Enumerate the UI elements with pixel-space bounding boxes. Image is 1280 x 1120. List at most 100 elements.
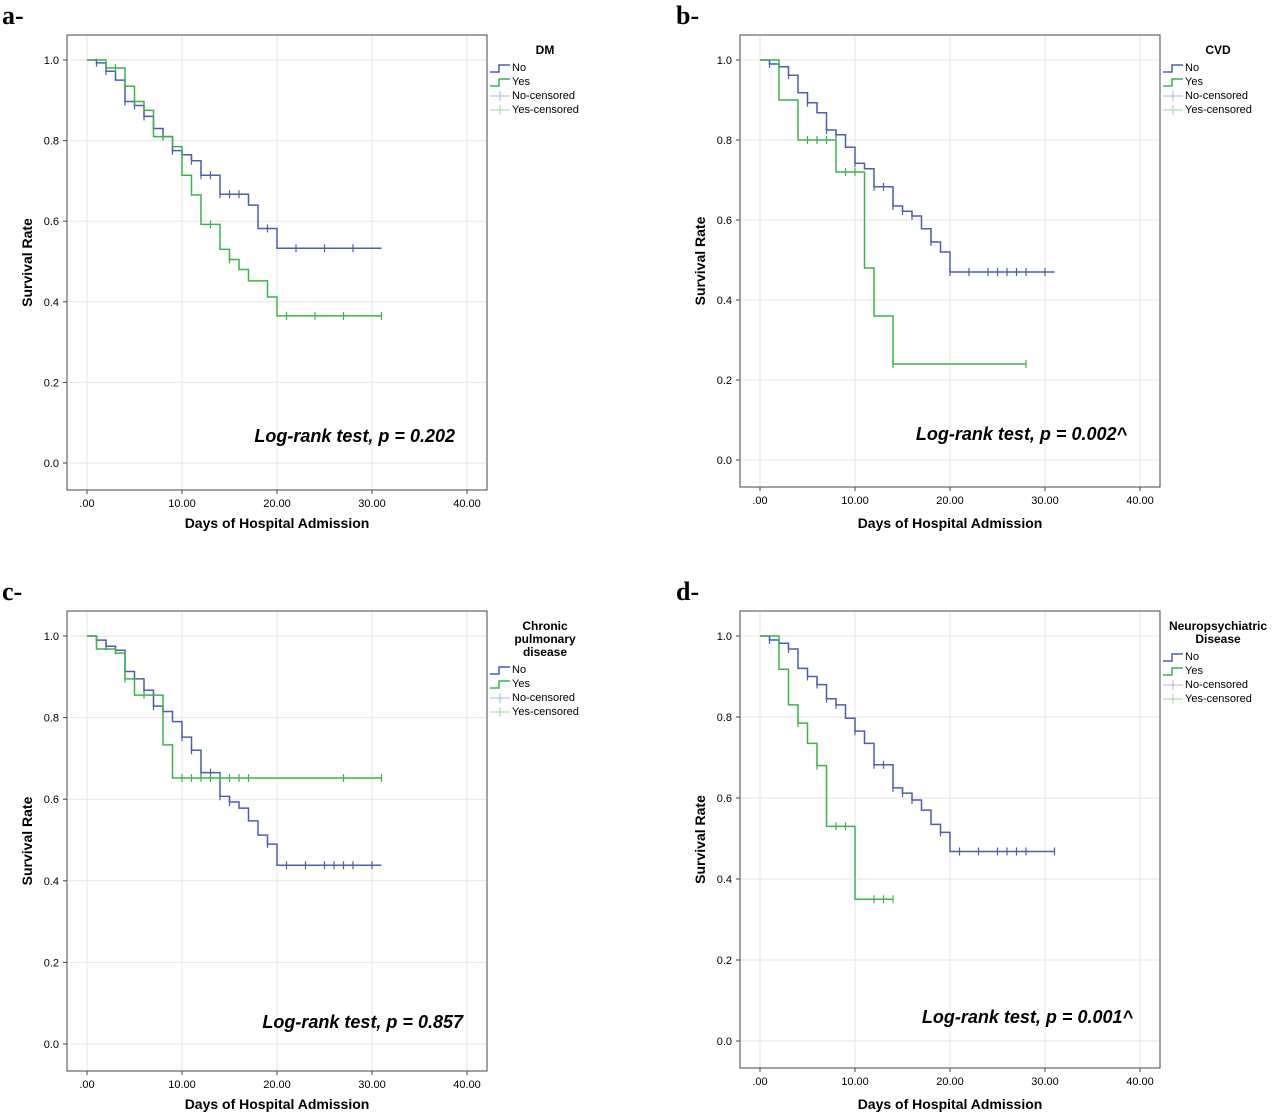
x-tick-label: .00 bbox=[752, 1076, 767, 1088]
legend-swatch-yes bbox=[490, 78, 510, 87]
survival-curve-yes bbox=[87, 59, 382, 317]
x-tick-label: .00 bbox=[79, 1079, 94, 1091]
panel-letter: a- bbox=[2, 1, 24, 30]
legend-entry: Yes bbox=[512, 76, 530, 88]
y-axis-title: Survival Rate bbox=[19, 218, 35, 307]
km-panel-3: c- .00 10.00 20.00 30.00 40.00 0.0 0.2 0.4 0.6 0.8… bbox=[2, 577, 579, 1112]
y-tick-label: 0.2 bbox=[44, 957, 59, 969]
y-tick-label: 0.6 bbox=[717, 215, 732, 227]
legend-title: Disease bbox=[1195, 632, 1241, 646]
x-tick-label: 10.00 bbox=[168, 1079, 196, 1091]
legend-title: disease bbox=[523, 645, 567, 659]
legend-entry: Yes-censored bbox=[512, 104, 579, 116]
legend-entry: No bbox=[1185, 651, 1199, 663]
survival-curve-no bbox=[760, 59, 1055, 273]
legend-swatch-yes bbox=[490, 680, 510, 689]
y-tick-label: 0.2 bbox=[44, 377, 59, 389]
y-tick-label: 0.4 bbox=[717, 295, 732, 307]
x-tick-label: 20.00 bbox=[936, 495, 964, 507]
y-tick-label: 0.4 bbox=[717, 874, 732, 886]
legend-entry: No bbox=[512, 664, 526, 676]
x-tick-label: 20.00 bbox=[263, 1079, 291, 1091]
legend: CVD No Yes No-censored Yes-censored bbox=[1163, 43, 1252, 116]
y-axis-title: Survival Rate bbox=[692, 216, 708, 305]
x-tick-label: 30.00 bbox=[358, 1079, 386, 1091]
x-tick-label: 20.00 bbox=[263, 498, 291, 510]
x-tick-label: .00 bbox=[752, 495, 767, 507]
legend-entry: No-censored bbox=[512, 90, 575, 102]
log-rank-annotation: Log-rank test, p = 0.202 bbox=[254, 426, 455, 446]
y-tick-label: 0.8 bbox=[717, 135, 732, 147]
y-tick-label: 0.2 bbox=[717, 375, 732, 387]
legend-title: pulmonary bbox=[514, 632, 576, 646]
x-tick-label: 40.00 bbox=[1126, 495, 1154, 507]
legend-swatch-yes-censored bbox=[490, 707, 510, 717]
y-tick-label: 0.8 bbox=[44, 136, 59, 148]
x-axis-title: Days of Hospital Admission bbox=[185, 1096, 370, 1112]
legend-swatch-yes-censored bbox=[1163, 694, 1183, 704]
y-tick-label: 0.8 bbox=[717, 712, 732, 724]
x-tick-label: .00 bbox=[79, 498, 94, 510]
y-tick-label: 0.0 bbox=[717, 1036, 732, 1048]
km-panel-1: a- .00 10.00 20.00 30.00 40.00 0.0 0.2 0.4 0.6 0.8… bbox=[2, 1, 579, 531]
y-tick-label: 0.0 bbox=[717, 455, 732, 467]
x-tick-label: 30.00 bbox=[1031, 1076, 1059, 1088]
y-tick-label: 0.2 bbox=[717, 955, 732, 967]
y-tick-label: 0.6 bbox=[717, 793, 732, 805]
y-tick-label: 0.4 bbox=[44, 876, 59, 888]
x-axis-title: Days of Hospital Admission bbox=[858, 1096, 1043, 1112]
legend-swatch-no bbox=[1163, 653, 1183, 662]
x-tick-label: 40.00 bbox=[453, 1079, 481, 1091]
log-rank-annotation: Log-rank test, p = 0.857 bbox=[262, 1012, 464, 1032]
legend-title: DM bbox=[536, 43, 555, 57]
legend-swatch-no-censored bbox=[490, 91, 510, 101]
log-rank-annotation: Log-rank test, p = 0.001^ bbox=[922, 1007, 1134, 1027]
legend-entry: No-censored bbox=[1185, 679, 1248, 691]
y-axis-title: Survival Rate bbox=[692, 795, 708, 884]
legend-title: Neuropsychiatric bbox=[1169, 619, 1267, 633]
log-rank-annotation: Log-rank test, p = 0.002^ bbox=[916, 424, 1128, 444]
y-tick-label: 1.0 bbox=[44, 631, 59, 643]
legend-entry: Yes-censored bbox=[512, 706, 579, 718]
x-tick-label: 10.00 bbox=[841, 1076, 869, 1088]
x-tick-label: 10.00 bbox=[168, 498, 196, 510]
y-tick-label: 0.6 bbox=[44, 794, 59, 806]
x-tick-label: 40.00 bbox=[453, 498, 481, 510]
legend-entry: No-censored bbox=[512, 692, 575, 704]
legend-swatch-no bbox=[1163, 64, 1183, 73]
legend: DM No Yes No-censored Yes-censored bbox=[490, 43, 579, 116]
survival-curve-no bbox=[760, 635, 1055, 853]
legend-entry: No bbox=[512, 62, 526, 74]
legend-swatch-no-censored bbox=[1163, 91, 1183, 101]
survival-curve-yes bbox=[760, 635, 893, 900]
survival-curve-yes bbox=[87, 635, 382, 779]
panel-letter: d- bbox=[676, 577, 699, 606]
legend-swatch-yes-censored bbox=[490, 105, 510, 115]
y-tick-label: 0.8 bbox=[44, 713, 59, 725]
legend-entry: Yes bbox=[1185, 665, 1203, 677]
y-tick-label: 1.0 bbox=[44, 55, 59, 67]
x-tick-label: 20.00 bbox=[936, 1076, 964, 1088]
y-tick-label: 1.0 bbox=[717, 55, 732, 67]
legend-swatch-yes bbox=[1163, 667, 1183, 676]
y-tick-label: 0.0 bbox=[44, 458, 59, 470]
legend-swatch-no bbox=[490, 666, 510, 675]
legend-entry: Yes-censored bbox=[1185, 104, 1252, 116]
km-panel-2: b- .00 10.00 20.00 30.00 40.00 0.0 0.2 0.4 0.6 0.8… bbox=[676, 1, 1252, 531]
y-tick-label: 0.0 bbox=[44, 1039, 59, 1051]
legend-entry: Yes-censored bbox=[1185, 693, 1252, 705]
survival-curve-no bbox=[87, 635, 382, 867]
legend-title: CVD bbox=[1205, 43, 1231, 57]
legend-swatch-yes bbox=[1163, 78, 1183, 87]
legend-entry: Yes bbox=[1185, 76, 1203, 88]
legend-title: Chronic bbox=[522, 619, 568, 633]
panel-letter: b- bbox=[676, 1, 699, 30]
x-tick-label: 40.00 bbox=[1126, 1076, 1154, 1088]
survival-curve-yes bbox=[760, 59, 1026, 365]
x-tick-label: 30.00 bbox=[358, 498, 386, 510]
x-tick-label: 10.00 bbox=[841, 495, 869, 507]
